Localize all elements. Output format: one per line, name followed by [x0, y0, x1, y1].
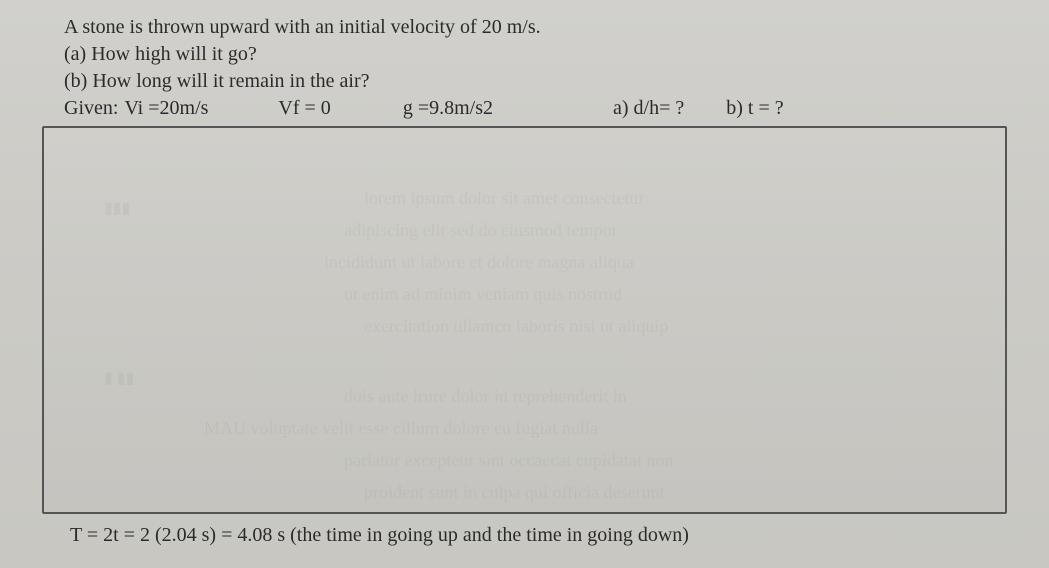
ghost-text: pariatur excepteur sint occaecat cupidat… [344, 450, 673, 471]
problem-part-a: (a) How high will it go? [64, 41, 1021, 68]
given-vf: Vf = 0 [278, 97, 330, 120]
problem-stem: A stone is thrown upward with an initial… [64, 14, 1021, 41]
ghost-text: exercitation ullamco laboris nisi ut ali… [364, 316, 668, 337]
ghost-text: proident sunt in culpa qui officia deser… [364, 482, 665, 503]
ghost-text: MAU voluptate velit esse cillum dolore e… [204, 418, 598, 439]
given-ask-b: b) t = ? [726, 97, 783, 120]
problem-part-b: (b) How long will it remain in the air? [64, 68, 1021, 95]
given-ask-a: a) d/h= ? [613, 97, 684, 120]
answer-line: T = 2t = 2 (2.04 s) = 4.08 s (the time i… [28, 524, 1021, 547]
given-g: g =9.8m/s2 [403, 97, 493, 120]
ghost-text: incididunt ut labore et dolore magna ali… [324, 252, 634, 273]
ghost-text: duis aute irure dolor in reprehenderit i… [344, 386, 627, 407]
ghost-text: ▮ ▮▮ [104, 368, 134, 388]
ghost-text: adipiscing elit sed do eiusmod tempor [344, 220, 617, 241]
ghost-text: ▮▮▮ [104, 198, 130, 218]
given-row: Given: Vi =20m/s Vf = 0 g =9.8m/s2 a) d/… [28, 97, 1021, 120]
scanned-page: A stone is thrown upward with an initial… [0, 0, 1049, 568]
given-vi: Vi =20m/s [124, 97, 208, 120]
ghost-text: lorem ipsum dolor sit amet consectetur [364, 188, 644, 209]
given-label: Given: [64, 97, 118, 120]
work-area-box: lorem ipsum dolor sit amet consectetur a… [42, 126, 1007, 514]
ghost-text: ut enim ad minim veniam quis nostrud [344, 284, 622, 305]
problem-statement: A stone is thrown upward with an initial… [28, 14, 1021, 95]
